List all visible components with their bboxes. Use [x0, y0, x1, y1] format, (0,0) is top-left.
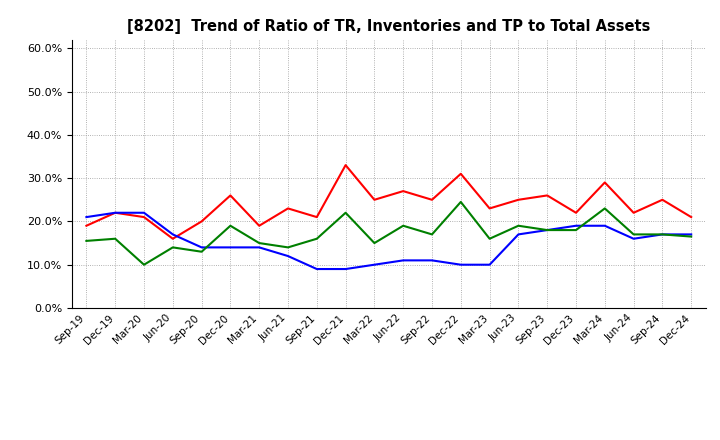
Trade Receivables: [370, 197, 379, 202]
Trade Payables: [197, 249, 206, 254]
Trade Receivables: [543, 193, 552, 198]
Trade Payables: [82, 238, 91, 244]
Trade Payables: [140, 262, 148, 268]
Trade Receivables: [341, 162, 350, 168]
Trade Payables: [370, 240, 379, 246]
Trade Payables: [428, 232, 436, 237]
Trade Receivables: [140, 214, 148, 220]
Trade Payables: [572, 227, 580, 233]
Inventories: [456, 262, 465, 268]
Trade Receivables: [284, 206, 292, 211]
Inventories: [428, 258, 436, 263]
Trade Payables: [312, 236, 321, 242]
Inventories: [82, 214, 91, 220]
Trade Receivables: [255, 223, 264, 228]
Inventories: [284, 253, 292, 259]
Trade Receivables: [197, 219, 206, 224]
Trade Payables: [255, 240, 264, 246]
Inventories: [370, 262, 379, 268]
Trade Receivables: [514, 197, 523, 202]
Trade Payables: [111, 236, 120, 242]
Inventories: [485, 262, 494, 268]
Inventories: [600, 223, 609, 228]
Inventories: [341, 266, 350, 271]
Trade Receivables: [572, 210, 580, 216]
Trade Payables: [341, 210, 350, 216]
Inventories: [140, 210, 148, 216]
Inventories: [543, 227, 552, 233]
Trade Receivables: [111, 210, 120, 216]
Line: Trade Payables: Trade Payables: [86, 202, 691, 265]
Trade Payables: [543, 227, 552, 233]
Trade Receivables: [428, 197, 436, 202]
Trade Receivables: [168, 236, 177, 242]
Trade Receivables: [658, 197, 667, 202]
Inventories: [514, 232, 523, 237]
Trade Receivables: [629, 210, 638, 216]
Trade Payables: [629, 232, 638, 237]
Trade Payables: [168, 245, 177, 250]
Trade Payables: [226, 223, 235, 228]
Trade Payables: [600, 206, 609, 211]
Title: [8202]  Trend of Ratio of TR, Inventories and TP to Total Assets: [8202] Trend of Ratio of TR, Inventories…: [127, 19, 650, 34]
Inventories: [226, 245, 235, 250]
Inventories: [629, 236, 638, 242]
Trade Receivables: [456, 171, 465, 176]
Inventories: [197, 245, 206, 250]
Trade Receivables: [312, 214, 321, 220]
Trade Payables: [399, 223, 408, 228]
Trade Payables: [658, 232, 667, 237]
Inventories: [168, 232, 177, 237]
Inventories: [658, 232, 667, 237]
Trade Payables: [687, 234, 696, 239]
Trade Receivables: [226, 193, 235, 198]
Trade Receivables: [600, 180, 609, 185]
Inventories: [255, 245, 264, 250]
Trade Receivables: [399, 188, 408, 194]
Trade Receivables: [687, 214, 696, 220]
Trade Payables: [514, 223, 523, 228]
Trade Payables: [485, 236, 494, 242]
Line: Trade Receivables: Trade Receivables: [86, 165, 691, 239]
Trade Payables: [456, 199, 465, 205]
Inventories: [572, 223, 580, 228]
Trade Receivables: [485, 206, 494, 211]
Trade Payables: [284, 245, 292, 250]
Inventories: [399, 258, 408, 263]
Inventories: [312, 266, 321, 271]
Line: Inventories: Inventories: [86, 213, 691, 269]
Inventories: [687, 232, 696, 237]
Trade Receivables: [82, 223, 91, 228]
Inventories: [111, 210, 120, 216]
